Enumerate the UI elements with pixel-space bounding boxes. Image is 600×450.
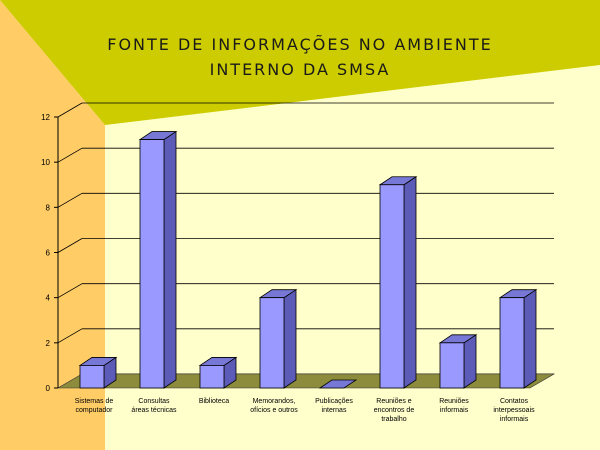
category-label-line: Consultas — [138, 398, 170, 405]
bar-front — [259, 297, 285, 389]
bar-1 — [138, 130, 178, 389]
bar-4 — [318, 379, 358, 389]
category-label-line: Biblioteca — [199, 398, 229, 405]
bar-front — [499, 297, 525, 389]
category-label-line: Publicações — [315, 398, 353, 405]
gridline-depth — [57, 192, 83, 208]
y-tick-label: 8 — [46, 203, 51, 212]
bar-front — [79, 365, 105, 389]
gridline-depth — [57, 147, 83, 163]
bar-side — [283, 288, 297, 389]
category-label-line: Sistemas de — [75, 398, 114, 405]
left-panel — [0, 0, 105, 450]
category-label-line: Memorandos, — [253, 398, 296, 405]
category-label-line: internas — [322, 407, 347, 414]
bar-front — [199, 365, 225, 389]
category-label: Reuniões informais — [439, 398, 469, 414]
chart-title: FONTE DE INFORMAÇÕES NO AMBIENTE INTERNO… — [60, 32, 540, 82]
category-label-line: informais — [440, 407, 469, 414]
bar-top — [318, 379, 358, 389]
category-label: Reuniões e encontros de trabalho — [374, 398, 415, 423]
category-label: Sistemas de computador — [75, 398, 114, 414]
top-banner — [0, 0, 600, 125]
bar-front — [139, 139, 165, 389]
chart-title-line-1: FONTE DE INFORMAÇÕES NO AMBIENTE — [107, 35, 493, 54]
gridline-depth — [57, 328, 83, 344]
bar-5 — [378, 176, 418, 389]
y-tick-label: 12 — [41, 113, 50, 122]
category-label-line: computador — [76, 407, 114, 414]
bar-front — [439, 342, 465, 389]
bar-front — [379, 184, 405, 389]
bar-0 — [78, 356, 118, 389]
category-label-line: Reuniões e — [376, 398, 412, 405]
gridline-depth — [57, 238, 83, 253]
gridline-depth — [57, 102, 83, 118]
category-label-line: informais — [500, 416, 529, 423]
bar-6 — [438, 334, 478, 389]
bar-3 — [258, 288, 298, 389]
y-tick-label: 10 — [41, 158, 50, 167]
x-axis-labels: Sistemas de computador Consultas áreas técn… — [75, 398, 535, 423]
chart-title-line-2: INTERNO DA SMSA — [209, 60, 391, 79]
y-axis-ticks: 0 2 4 6 8 10 12 — [41, 113, 58, 393]
category-label: Memorandos, ofícios e outros — [250, 398, 298, 414]
category-label: Biblioteca — [199, 398, 229, 405]
y-tick-label: 2 — [46, 339, 51, 348]
category-label-line: Reuniões — [439, 398, 469, 405]
category-label-line: Contatos — [500, 398, 529, 405]
chart-floor — [56, 373, 556, 389]
category-label-line: encontros de — [374, 407, 415, 414]
gridlines — [57, 102, 554, 375]
category-label-line: trabalho — [381, 416, 406, 423]
bar-side — [163, 130, 177, 389]
category-label: Publicações internas — [315, 398, 353, 414]
bar-7 — [498, 288, 538, 389]
bar-side — [523, 288, 537, 389]
y-tick-label: 4 — [46, 294, 51, 303]
category-label: Consultas áreas técnicas — [131, 398, 177, 414]
category-label-line: ofícios e outros — [250, 407, 298, 414]
bar-side — [463, 334, 477, 389]
category-label-line: áreas técnicas — [131, 407, 177, 414]
y-tick-label: 0 — [46, 384, 51, 393]
gridline-depth — [57, 283, 83, 299]
category-label-line: interpessoais — [493, 407, 535, 414]
bar-side — [403, 176, 417, 389]
bar-2 — [198, 356, 238, 389]
category-label: Contatos interpessoais informais — [493, 398, 535, 423]
y-tick-label: 6 — [46, 249, 51, 258]
